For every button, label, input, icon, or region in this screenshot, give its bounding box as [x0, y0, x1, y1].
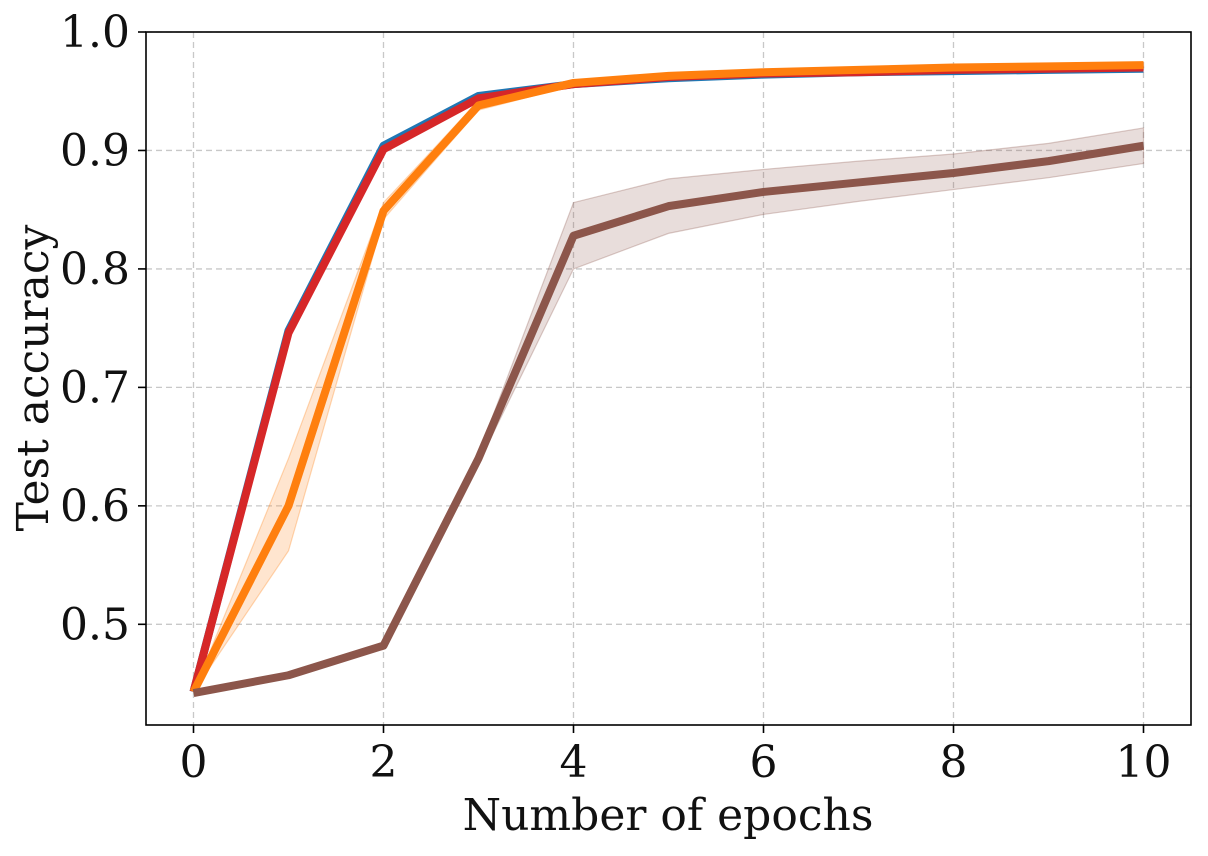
- y-tick-label: 1.0: [60, 7, 130, 58]
- y-tick-label: 0.7: [60, 362, 130, 413]
- x-tick-label: 2: [370, 737, 398, 788]
- y-axis-label: Test accuracy: [8, 224, 59, 531]
- x-tick-label: 6: [750, 737, 778, 788]
- x-tick-label: 8: [940, 737, 968, 788]
- y-tick-label: 0.9: [60, 125, 130, 176]
- confidence-band-3: [193, 127, 1145, 694]
- plot-frame: [145, 31, 1192, 726]
- y-tick-label: 0.8: [60, 244, 130, 295]
- y-tick-label: 0.6: [60, 481, 130, 532]
- x-tick-label: 4: [560, 737, 588, 788]
- x-tick-label: 0: [180, 737, 208, 788]
- y-tick-label: 0.5: [60, 599, 130, 650]
- series-line-2: [189, 61, 1144, 694]
- x-tick-label: 10: [1116, 737, 1172, 788]
- confidence-bands: [192, 62, 1145, 694]
- y-axis-ticks: 0.5 0.6 0.7 0.8 0.9 1.0: [60, 7, 146, 650]
- x-axis-ticks: 0 2 4 6 8 10: [180, 725, 1172, 788]
- x-axis-label: Number of epochs: [463, 790, 874, 841]
- series-lines: [189, 61, 1145, 697]
- series-line-3: [192, 141, 1145, 697]
- grid: [146, 31, 1191, 725]
